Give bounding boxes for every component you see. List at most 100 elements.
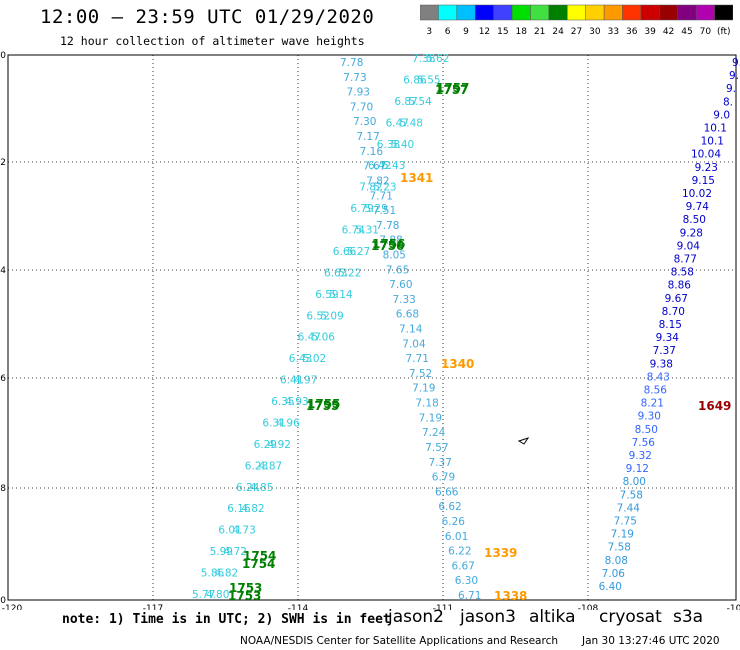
swh-value: 9.12 [626,463,649,475]
longitude-tick-label: -111 [433,604,453,610]
swh-value: 7.37 [429,457,452,469]
pass-time-label: 1338 [494,589,527,603]
latitude-tick-label: -20 [0,51,6,61]
longitude-tick-label: -10 [727,604,740,610]
swh-value: 7.88 [379,235,402,247]
swh-value: 5.40 [391,139,414,151]
swh-value: 6.79 [350,203,373,215]
swh-value: 7.71 [370,190,393,202]
pass-time-label-duplicate: 1754 [242,557,275,571]
swh-value: 4.87 [259,460,282,472]
page-title: 12:00 – 23:59 UTC 01/29/2020 [40,6,375,28]
swh-value: 5.43 [382,160,405,172]
swh-value: 5.77 [192,589,215,601]
units-note: note: 1) Time is in UTC; 2) SWH is in fe… [62,612,391,627]
position-marker-icon [517,437,530,445]
pass-time-label: 1753 [229,581,262,595]
latitude-tick-label: -30 [0,596,6,606]
swh-value: 6.74 [342,225,366,237]
swh-value: 9.34 [656,332,680,344]
swh-value: 6.22 [448,546,471,558]
swh-value: 7.56 [632,437,656,449]
swh-value: 7.73 [343,72,366,84]
swh-value: 6.24 [236,482,260,494]
legend-label: 45 [681,27,692,37]
swh-value: 6.52 [306,310,329,322]
legend-label: 27 [571,27,582,37]
swh-value: 6.40 [599,581,622,593]
swh-value: 8.43 [647,371,670,383]
swh-value: 4.73 [232,525,255,537]
pass-time-label: 1756 [372,237,405,251]
satellite-altika: altika [529,607,576,627]
swh-value: 7.58 [608,542,631,554]
swh-value: 7.67 [363,161,386,173]
swh-value: 8. [723,96,733,108]
swh-value: 7.30 [353,116,376,128]
swh-value: 7.75 [614,516,637,528]
axis-tick-labels: -120 -117 -114 -111 -108 -10 -20 -22 -24 -26 -28 -3… [0,51,740,610]
swh-value: 7.82 [366,175,389,187]
swh-value: 4.85 [250,482,273,494]
swh-value: 7.65 [386,264,409,276]
swh-value: 4.92 [268,439,291,451]
swh-value: 5.31 [356,225,379,237]
satellite-jason3: jason3 [460,607,516,627]
swh-value: 8.58 [671,267,694,279]
swh-value: 6.59 [315,289,338,301]
longitude-tick-label: -120 [2,604,23,610]
satellite-jason2: jason2 [388,607,444,627]
swh-value: 7.71 [406,353,429,365]
swh-value: 6.63 [324,267,347,279]
swh-value: 7.57 [425,442,448,454]
altimeter-map: -120 -117 -114 -111 -108 -10 -20 -22 -24 -26 -28 -3… [0,51,740,610]
swh-value: 5.23 [373,182,396,194]
swh-value: 5.54 [408,96,432,108]
swh-value: 7.17 [356,131,379,143]
pass-time-label: 1340 [441,357,474,371]
legend-label: 36 [626,27,638,37]
swh-value: 7.37 [653,345,676,357]
swh-value: 6.38 [377,139,400,151]
swh-value: 7.78 [340,57,363,69]
legend-label: 15 [497,27,508,37]
swh-value: 5.55 [417,74,440,86]
legend-label: 21 [534,27,545,37]
swh-value: 6.35 [271,396,294,408]
color-scale-legend: 3 6 9 12 15 18 21 24 27 30 33 36 39 42 45 70 (ft) [420,4,733,37]
latitude-tick-label: -28 [0,484,6,494]
swh-value: 8.50 [683,214,706,226]
swh-value: 6.43 [289,353,312,365]
swh-value: 6.71 [458,590,481,602]
swh-value: 5.62 [426,53,449,65]
swh-value: 4.96 [276,417,300,429]
longitude-tick-label: -117 [143,604,163,610]
swh-value: 8.15 [659,319,682,331]
swh-value: 4.97 [294,375,317,387]
swh-value: 5.99 [210,546,233,558]
swh-value: 7.58 [620,489,643,501]
swh-value: 7.33 [392,294,415,306]
swh-value: 6.16 [227,503,251,515]
swh-value: 7.16 [360,146,384,158]
swh-value: 6.29 [254,439,277,451]
pass-time-label: 1339 [484,546,517,560]
swh-value: 6.47 [386,117,409,129]
swh-value: 8.50 [635,424,658,436]
swh-value: 6.42 [368,160,391,172]
swh-value: 9.30 [638,411,661,423]
swh-value: 9.74 [686,201,710,213]
latitude-tick-label: -26 [0,374,6,384]
legend-label: 9 [463,27,469,37]
latitude-tick-label: -24 [0,266,6,276]
swh-value: 7.60 [389,279,412,291]
swh-value: 7.06 [602,568,626,580]
swh-value: 9.0 [713,109,730,121]
page-subtitle: 12 hour collection of altimeter wave hei… [60,34,365,48]
pass-time-label-duplicate: 1757 [435,83,468,97]
swh-value: 7.78 [376,220,399,232]
legend-label: 24 [552,27,564,37]
swh-value: 9.23 [695,162,718,174]
